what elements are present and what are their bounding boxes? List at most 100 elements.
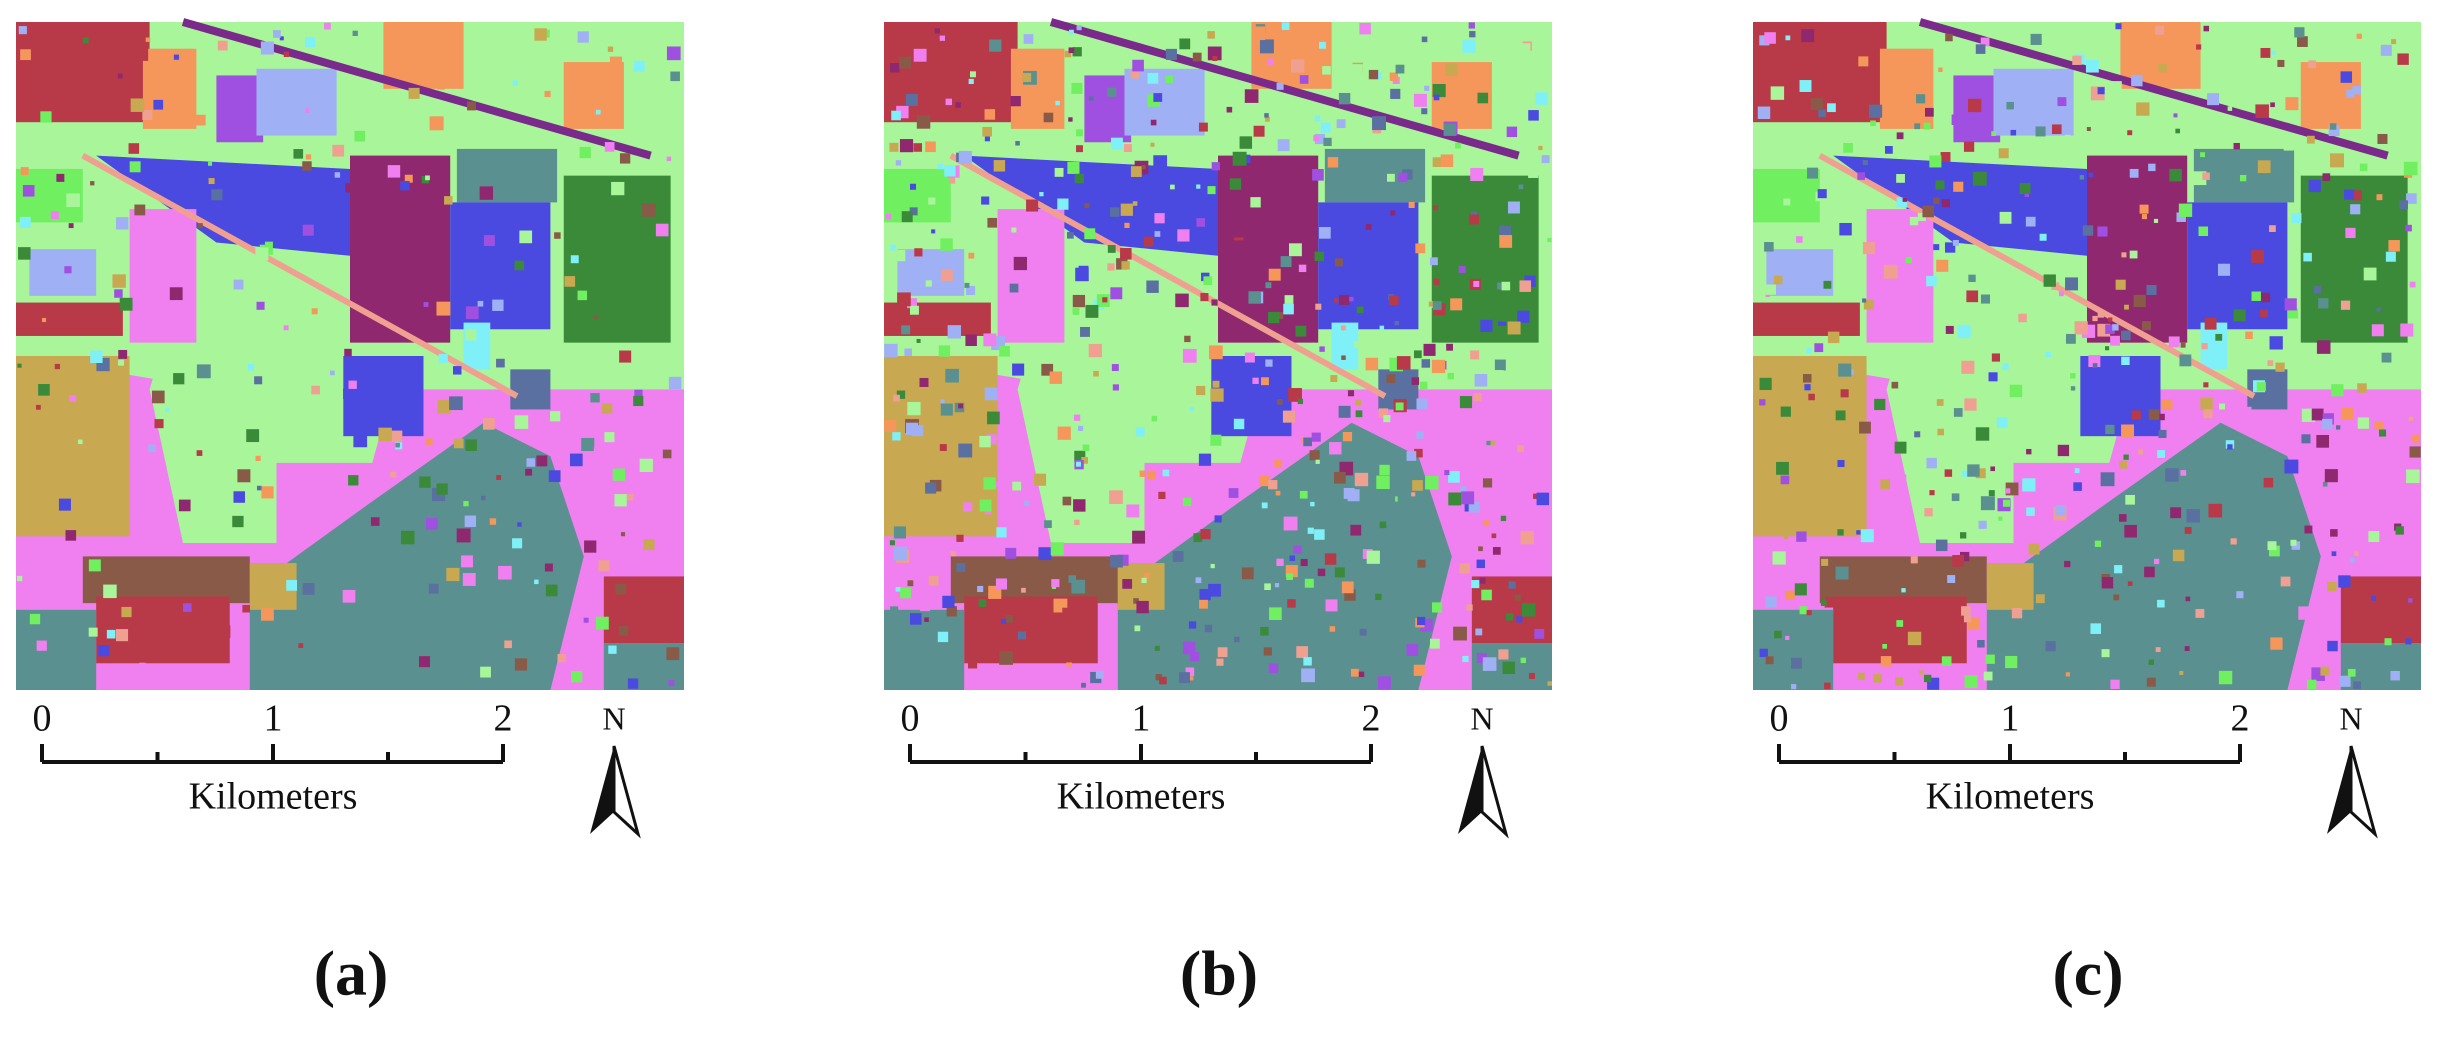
map-speckle	[1263, 647, 1272, 656]
map-speckle	[1482, 478, 1493, 488]
map-speckle	[1840, 389, 1849, 398]
map-speckle	[1076, 461, 1081, 467]
map-region	[1879, 48, 1934, 129]
panel: 0 1 2 Kilometers N (c)	[1753, 18, 2421, 1009]
map-speckle	[1894, 441, 1907, 454]
map-speckle	[465, 306, 479, 320]
map-speckle	[944, 165, 956, 177]
map-speckle	[1005, 547, 1017, 559]
map-speckle	[534, 28, 547, 41]
map-speckle	[145, 37, 151, 42]
map-speckle	[98, 645, 110, 657]
scale-label: 2	[494, 698, 513, 740]
map-speckle	[1122, 579, 1133, 589]
map-speckle	[967, 659, 978, 669]
map-speckle	[331, 270, 337, 277]
map-speckle	[890, 606, 899, 615]
map-speckle	[1377, 676, 1391, 690]
map-speckle	[1289, 243, 1302, 257]
map-speckle	[666, 46, 681, 61]
scale-label: 1	[1132, 698, 1151, 740]
map-speckle	[1084, 203, 1090, 209]
map-speckle	[342, 589, 356, 603]
map-speckle	[1379, 325, 1385, 331]
panel-label: (a)	[314, 938, 389, 1009]
map-speckle	[620, 532, 626, 537]
map-speckle	[1179, 672, 1190, 684]
map-speckle	[523, 515, 533, 525]
map-speckle	[893, 546, 907, 561]
map-speckle	[913, 48, 927, 62]
map-speckle	[1196, 385, 1206, 396]
map-speckle	[1421, 359, 1431, 368]
map-region	[563, 175, 671, 343]
map-speckle	[279, 36, 284, 41]
map-speckle	[1536, 492, 1550, 506]
map-speckle	[1090, 671, 1102, 684]
map-region	[964, 155, 1218, 256]
map-speckle	[2215, 333, 2223, 341]
map-speckle	[2097, 87, 2105, 95]
map-speckle	[1354, 472, 1369, 487]
map-speckle	[2105, 324, 2115, 334]
map-speckle	[1085, 304, 1099, 318]
map-speckle	[1824, 682, 1831, 690]
map-speckle	[2184, 527, 2192, 534]
map-speckle	[1147, 72, 1159, 84]
map-speckle	[2115, 23, 2122, 30]
map-speckle	[1150, 119, 1157, 126]
map-speckle	[118, 359, 125, 366]
map-region	[1010, 48, 1065, 129]
map-speckle	[453, 366, 462, 375]
map-speckle	[934, 133, 946, 144]
map-speckle	[2271, 50, 2276, 56]
map-speckle	[103, 584, 117, 599]
map-speckle	[1429, 638, 1440, 649]
map-speckle	[925, 141, 936, 153]
map-speckle	[519, 230, 533, 244]
map-speckle	[2158, 63, 2167, 73]
map-speckle	[958, 443, 973, 458]
map-speckle	[2155, 25, 2165, 35]
map-speckle	[1476, 559, 1486, 569]
map-speckle	[958, 403, 963, 409]
map-speckle	[1329, 442, 1342, 455]
map-speckle	[2303, 252, 2312, 262]
map-speckle	[56, 173, 65, 182]
map-speckle	[1110, 207, 1120, 217]
map-speckle	[1345, 624, 1354, 633]
map-speckle	[548, 470, 561, 483]
map-speckle	[2336, 425, 2341, 430]
map-speckle	[1502, 661, 1515, 674]
map-speckle	[480, 666, 491, 678]
map-speckle	[1940, 152, 1951, 162]
map-speckle	[570, 453, 583, 467]
map-speckle	[327, 392, 334, 399]
map-speckle	[2405, 224, 2412, 232]
map-speckle	[1466, 604, 1473, 611]
classification-map	[884, 18, 1552, 690]
map-speckle	[395, 442, 400, 448]
map-speckle	[1916, 94, 1926, 104]
map-speckle	[987, 411, 1000, 425]
map-speckle	[1207, 46, 1222, 61]
map-speckle	[2070, 373, 2076, 379]
map-region	[2187, 202, 2288, 330]
map-speckle	[2202, 172, 2210, 180]
map-speckle	[1896, 174, 1905, 183]
map-speckle	[65, 530, 77, 541]
map-speckle	[1366, 550, 1380, 564]
map-speckle	[1443, 123, 1456, 136]
map-speckle	[1072, 47, 1082, 57]
map-speckle	[2283, 140, 2294, 151]
map-speckle	[2340, 300, 2351, 310]
map-speckle	[1925, 107, 1934, 117]
map-speckle	[2408, 416, 2413, 421]
map-speckle	[1470, 350, 1480, 360]
map-region	[2340, 643, 2421, 690]
map-speckle	[1038, 547, 1052, 561]
map-speckle	[668, 680, 675, 687]
map-speckle	[1200, 529, 1211, 540]
map-speckle	[2357, 383, 2367, 393]
map-speckle	[1195, 577, 1202, 584]
